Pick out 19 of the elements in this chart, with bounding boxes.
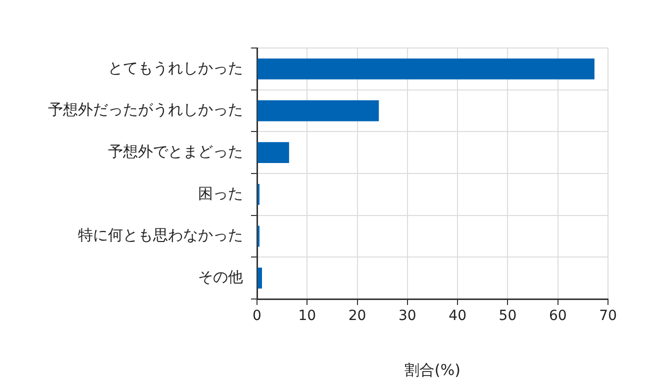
y-tick-label: 予想外でとまどった xyxy=(108,142,243,160)
x-tick-label: 40 xyxy=(448,308,466,324)
x-tick-label: 0 xyxy=(252,308,262,324)
y-tick-label: 予想外だったがうれしかった xyxy=(48,100,243,119)
bar xyxy=(258,142,290,164)
x-tick-label: 20 xyxy=(348,308,366,324)
bar xyxy=(258,268,262,289)
x-axis-title: 割合(%) xyxy=(404,360,460,379)
y-tick-label: とてもうれしかった xyxy=(108,58,243,77)
bar xyxy=(258,100,379,122)
x-tick-label: 60 xyxy=(548,308,567,324)
y-tick-label: 困った xyxy=(198,184,243,202)
x-tick-label: 10 xyxy=(298,308,316,324)
bar xyxy=(258,58,594,80)
x-tick-label: 70 xyxy=(599,308,617,324)
y-tick-label: その他 xyxy=(198,268,243,286)
x-tick-label: 30 xyxy=(398,308,416,324)
y-tick-label: 特に何とも思わなかった xyxy=(78,226,243,244)
x-tick-label: 50 xyxy=(498,308,517,324)
